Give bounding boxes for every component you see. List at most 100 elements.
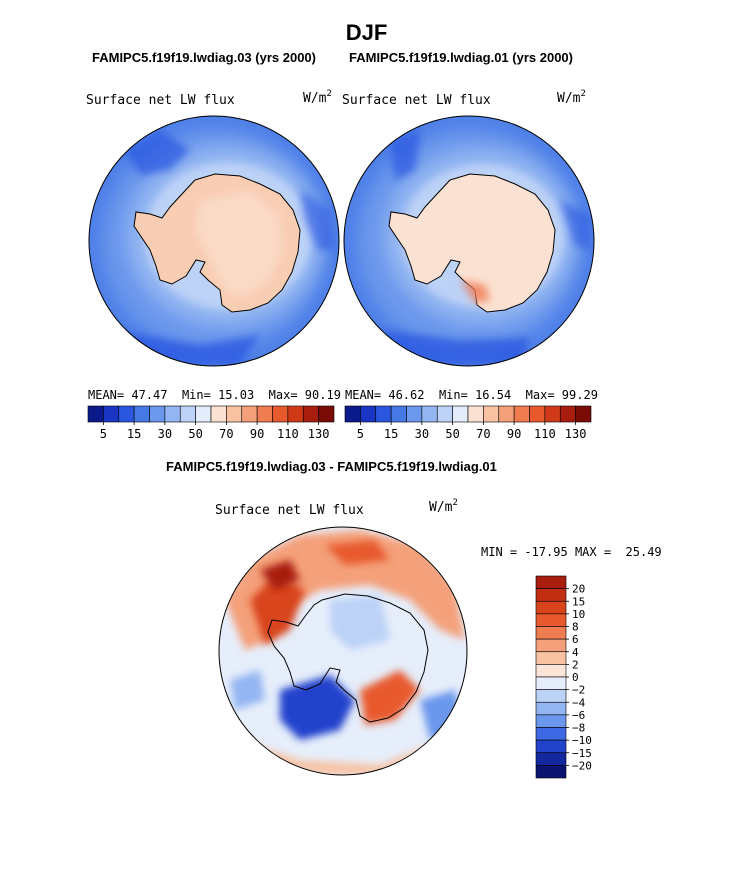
panel2-colorbar-swatch-5 — [421, 405, 438, 423]
panel1-colorbar-swatch-4 — [149, 405, 166, 423]
panel1-ocean-patch-a — [125, 130, 190, 175]
panel1-colorbar-swatch-15 — [318, 405, 335, 423]
panel3-colorbar-tick-label-10: −6 — [572, 709, 585, 722]
panel2-colorbar-swatch-8 — [467, 405, 484, 423]
panel1-colorbar-tick-label-7: 130 — [308, 427, 330, 441]
panel3-colorbar-swatch-6 — [535, 651, 567, 665]
panel3-warm-core-a — [250, 575, 305, 645]
panel2-colorbar-swatch-4 — [406, 405, 423, 423]
panel3-colorbar-tick-label-13: −15 — [572, 747, 592, 760]
panel3-cool-core-d — [330, 595, 390, 650]
panel2-colorbar-tick-label-3: 50 — [445, 427, 459, 441]
panel3-antarctica — [267, 593, 429, 723]
panel3-map-border — [218, 526, 468, 776]
panel3-colorbar-tick-label-0: 20 — [572, 583, 585, 596]
panel3-colorbar-tick-label-5: 4 — [572, 646, 579, 659]
panel3-colorbar-swatch-4 — [535, 626, 567, 640]
panel3-colorbar-swatch-11 — [535, 714, 567, 728]
panel2-colorbar-swatch-14 — [559, 405, 576, 423]
difference-title: FAMIPC5.f19f19.lwdiag.03 - FAMIPC5.f19f1… — [166, 459, 497, 474]
panel3-warm-core-c — [325, 540, 390, 565]
panel2-colorbar-tick-label-2: 30 — [415, 427, 429, 441]
panel2-colorbar-tick-label-1: 15 — [384, 427, 398, 441]
panel3-colorbar-swatch-1 — [535, 588, 567, 602]
panel3-colorbar-swatch-2 — [535, 600, 567, 615]
panel2-colorbar-swatch-13 — [544, 405, 561, 423]
panel3-colorbar-tick-label-1: 15 — [572, 595, 585, 608]
panel1-colorbar-tick-label-1: 15 — [127, 427, 141, 441]
panel1-colorbar-tick-label-2: 30 — [158, 427, 172, 441]
panel1-colorbar-swatch-1 — [103, 405, 120, 423]
panel1-colorbar-tick-label-3: 50 — [188, 427, 202, 441]
panel1-colorbar-swatch-0 — [87, 405, 104, 423]
season-title: DJF — [345, 20, 388, 45]
panel1-colorbar-swatch-9 — [226, 405, 243, 423]
panel3-colorbar-swatch-14 — [535, 752, 567, 766]
panel2-colorbar-tick-label-5: 90 — [507, 427, 521, 441]
panel1-colorbar-tick-label-4: 70 — [219, 427, 233, 441]
panel2-colorbar-tick-label-4: 70 — [476, 427, 490, 441]
panel1-colorbar-swatch-12 — [272, 405, 289, 423]
panel1-ocean-patch-c — [300, 190, 335, 250]
panel2-colorbar-swatch-11 — [513, 405, 530, 423]
panel3-colorbar-tick-label-2: 10 — [572, 608, 585, 621]
panel3-colorbar-swatch-3 — [535, 613, 567, 627]
panel3-cool-core-a — [280, 675, 355, 740]
panel3-warm-ring — [225, 530, 465, 650]
panel3-colorbar-swatch-5 — [535, 638, 567, 653]
panel2-colorbar-swatch-1 — [360, 405, 377, 423]
panel3-colorbar-swatch-10 — [535, 701, 567, 716]
panel1-colorbar-swatch-10 — [241, 405, 258, 423]
panel3-warm-core-d — [360, 670, 420, 725]
panel1-colorbar-swatch-7 — [195, 405, 212, 423]
panel2-colorbar-swatch-0 — [344, 405, 361, 423]
panel2-map — [344, 116, 594, 366]
panel3-colorbar-tick-label-4: 6 — [572, 633, 579, 646]
panel2-colorbar-swatch-15 — [575, 405, 592, 423]
panel3-colorbar-tick-label-12: −10 — [572, 734, 592, 747]
panel1-colorbar-tick-label-6: 110 — [277, 427, 299, 441]
panel2-colorbar-tick-label-0: 5 — [357, 427, 364, 441]
panel2-colorbar-swatch-3 — [390, 405, 407, 423]
panel2-colorbar-swatch-6 — [436, 405, 453, 423]
panel2-colorbar-swatch-10 — [498, 405, 515, 423]
panel1-colorbar-swatch-6 — [179, 405, 196, 423]
panel3-colorbar-swatch-0 — [535, 575, 567, 589]
panel2-colorbar: 5 15 30 50 70 90 110 130 — [344, 405, 592, 441]
panel1-stats: MEAN= 47.47 Min= 15.03 Max= 90.19 — [88, 388, 341, 402]
panel1-colorbar-swatch-8 — [210, 405, 227, 423]
panel2-units: W/m2 — [557, 89, 586, 106]
panel1-map — [89, 116, 339, 366]
panel3-colorbar-tick-label-7: 0 — [572, 671, 579, 684]
panel1-colorbar-tick-label-5: 90 — [250, 427, 264, 441]
panel1-colorbar-swatch-3 — [133, 405, 150, 423]
panel1-units: W/m2 — [303, 89, 332, 106]
panel3-units: W/m2 — [429, 498, 458, 515]
panel1-colorbar-swatch-14 — [302, 405, 319, 423]
panel3-colorbar-tick-label-6: 2 — [572, 658, 579, 671]
right-case-title: FAMIPC5.f19f19.lwdiag.01 (yrs 2000) — [349, 50, 573, 65]
panel3-colorbar-swatch-7 — [535, 664, 567, 678]
panel3-colorbar-tick-label-3: 8 — [572, 621, 579, 634]
panel2-antarctica — [388, 173, 556, 313]
panel2-ocean-patch-c — [560, 200, 590, 250]
panel3-colorbar-tick-label-11: −8 — [572, 722, 585, 735]
panel3-stats: MIN = -17.95 MAX = 25.49 — [481, 545, 662, 559]
panel2-colorbar-tick-label-7: 130 — [565, 427, 587, 441]
panel3-colorbar-tick-label-8: −2 — [572, 684, 585, 697]
panel2-ocean-patch-a — [390, 130, 420, 180]
panel2-field-title: Surface net LW flux — [342, 93, 491, 108]
panel2-colorbar-tick-label-6: 110 — [534, 427, 556, 441]
panel1-colorbar-swatch-2 — [118, 405, 135, 423]
panel1-colorbar-tick-label-0: 5 — [100, 427, 107, 441]
panel1-colorbar-swatch-13 — [287, 405, 304, 423]
panel3-colorbar-swatch-8 — [535, 676, 567, 690]
panel3-field-title: Surface net LW flux — [215, 503, 364, 518]
panel3-colorbar-swatch-12 — [535, 727, 567, 741]
panel3-map — [219, 527, 467, 775]
left-case-title: FAMIPC5.f19f19.lwdiag.03 (yrs 2000) — [92, 50, 316, 65]
panel2-colorbar-swatch-12 — [529, 405, 546, 423]
panel2-colorbar-swatch-9 — [483, 405, 500, 423]
